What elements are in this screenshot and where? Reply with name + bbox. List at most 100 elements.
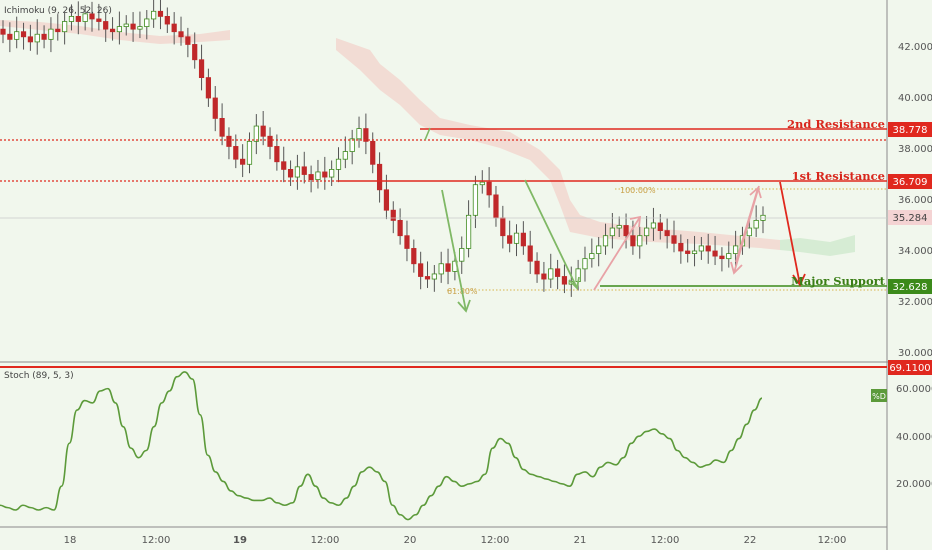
stoch-d-line bbox=[0, 371, 763, 521]
candle-body bbox=[445, 263, 451, 272]
stoch-pane[interactable] bbox=[0, 367, 887, 527]
second-resistance-tag-value: 38.778 bbox=[893, 125, 928, 136]
candle-body bbox=[465, 214, 472, 249]
candle-body bbox=[370, 140, 376, 165]
major-support-tag-value: 32.628 bbox=[893, 282, 928, 293]
price-tick-30: 30.000 bbox=[898, 348, 932, 359]
time-tick-21: 21 bbox=[574, 535, 587, 546]
candle-body bbox=[733, 245, 739, 254]
candle-body bbox=[130, 23, 136, 30]
candle-body bbox=[240, 158, 246, 165]
candle-body bbox=[479, 181, 485, 186]
candle-body bbox=[383, 189, 390, 211]
stoch-tick-60: 60.0000 bbox=[896, 384, 932, 395]
candle-body bbox=[27, 36, 33, 43]
stoch-level-tag bbox=[888, 360, 932, 375]
candle-body bbox=[376, 163, 383, 191]
stoch-axis[interactable]: 60.0000 40.0000 20.0000 bbox=[896, 384, 932, 490]
candle-body bbox=[178, 31, 184, 38]
candle-body bbox=[664, 230, 670, 237]
current-price-tag-value: 35.284 bbox=[893, 213, 928, 224]
first-resistance-label: 1st Resistance bbox=[792, 169, 885, 183]
candle-body bbox=[719, 255, 725, 260]
candle-body bbox=[712, 250, 718, 257]
candle-body bbox=[698, 245, 704, 252]
candle-body bbox=[205, 77, 212, 99]
pink-up-arrow-1 bbox=[593, 215, 642, 291]
candle-body bbox=[137, 26, 143, 30]
time-tick-22-1200: 12:00 bbox=[818, 535, 847, 546]
candle-body bbox=[459, 248, 465, 262]
price-axis[interactable]: 42.000 40.000 38.000 36.000 34.000 32.00… bbox=[898, 42, 932, 359]
first-resistance-tag-value: 36.709 bbox=[893, 177, 928, 188]
candle-body bbox=[68, 15, 75, 22]
candle-body bbox=[109, 28, 116, 33]
candle-body bbox=[322, 171, 328, 178]
candle-body bbox=[7, 33, 13, 40]
price-tick-34: 34.000 bbox=[898, 246, 932, 257]
second-resistance-label: 2nd Resistance bbox=[787, 117, 885, 131]
candle-body bbox=[274, 146, 280, 163]
candle-body bbox=[500, 217, 506, 237]
candle-body bbox=[151, 10, 157, 20]
green-down-arrow-2 bbox=[524, 179, 580, 290]
candle-body bbox=[20, 31, 27, 38]
candle-body bbox=[418, 263, 424, 277]
candle-body bbox=[55, 28, 61, 33]
candle-body bbox=[192, 44, 198, 61]
candle-body bbox=[281, 161, 287, 170]
candle-body bbox=[123, 23, 129, 27]
current-price-tag bbox=[888, 210, 932, 225]
candle-body bbox=[287, 168, 294, 178]
candle-body bbox=[335, 158, 342, 170]
candle-body bbox=[116, 26, 122, 33]
major-support-label: Major Support bbox=[791, 274, 886, 288]
candle-body bbox=[404, 235, 410, 249]
stoch-label[interactable]: Stoch (89, 5, 3) bbox=[4, 371, 74, 381]
candle-body bbox=[62, 21, 68, 33]
candle-body bbox=[685, 250, 691, 254]
candle-body bbox=[554, 268, 561, 277]
candle-body bbox=[507, 235, 513, 244]
candle-body bbox=[589, 253, 595, 260]
time-tick-22: 22 bbox=[744, 535, 757, 546]
candle-body bbox=[424, 276, 431, 280]
candle-body bbox=[356, 128, 362, 140]
candle-body bbox=[678, 242, 684, 252]
candle-body bbox=[294, 166, 301, 178]
time-axis[interactable]: 18 12:00 19 12:00 20 12:00 21 12:00 22 1… bbox=[64, 535, 847, 546]
candle-body bbox=[596, 245, 602, 254]
candle-body bbox=[691, 250, 698, 254]
candle-body bbox=[650, 222, 657, 229]
ichimoku-label[interactable]: Ichimoku (9, 26, 52, 26) bbox=[4, 6, 112, 16]
candle-body bbox=[657, 222, 663, 231]
candle-body bbox=[82, 13, 88, 22]
candle-body bbox=[609, 227, 615, 237]
stoch-level-tag-value: 69.1100 bbox=[889, 363, 930, 374]
candle-body bbox=[75, 15, 81, 22]
time-tick-21-1200: 12:00 bbox=[651, 535, 680, 546]
candle-body bbox=[308, 174, 314, 180]
candle-body bbox=[705, 245, 711, 252]
candle-body bbox=[513, 232, 520, 244]
candle-body bbox=[438, 263, 444, 275]
candle-body bbox=[548, 268, 554, 280]
fib-100-label: 100.00% bbox=[620, 186, 656, 195]
stoch-tick-20: 20.0000 bbox=[896, 479, 932, 490]
candle-body bbox=[486, 181, 492, 196]
stoch-tick-40: 40.0000 bbox=[896, 432, 932, 443]
candle-body bbox=[397, 219, 403, 237]
candle-body bbox=[616, 225, 622, 229]
price-tick-32: 32.000 bbox=[898, 297, 932, 308]
major-support-tag bbox=[888, 279, 932, 294]
time-tick-18-1200: 12:00 bbox=[142, 535, 171, 546]
candle-body bbox=[144, 18, 150, 28]
candle-body bbox=[219, 118, 225, 137]
candle-body bbox=[472, 184, 479, 216]
candle-body bbox=[315, 171, 321, 180]
pink-up-arrow-2 bbox=[735, 186, 762, 263]
candle-body bbox=[630, 235, 636, 247]
candle-body bbox=[534, 260, 540, 275]
candle-body bbox=[14, 31, 20, 40]
